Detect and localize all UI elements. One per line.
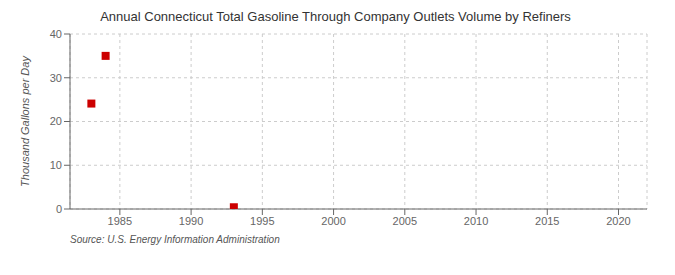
svg-text:20: 20 xyxy=(50,115,62,127)
svg-text:0: 0 xyxy=(56,203,62,215)
svg-text:1985: 1985 xyxy=(108,215,132,227)
svg-text:2005: 2005 xyxy=(393,215,417,227)
html-text:Source: U.S. Energy Informatio: Source: U.S. Energy Information Administ… xyxy=(70,234,280,245)
svg-text:1990: 1990 xyxy=(179,215,203,227)
html-text:Annual Connecticut Total Gasol: Annual Connecticut Total Gasoline Throug… xyxy=(100,9,571,24)
svg-text:1995: 1995 xyxy=(250,215,274,227)
svg-text:Thousand Gallons per Day: Thousand Gallons per Day xyxy=(19,55,31,187)
svg-text:2020: 2020 xyxy=(606,215,630,227)
svg-text:2000: 2000 xyxy=(321,215,345,227)
svg-text:10: 10 xyxy=(50,159,62,171)
svg-text:2010: 2010 xyxy=(464,215,488,227)
svg-text:30: 30 xyxy=(50,72,62,84)
svg-text:2015: 2015 xyxy=(535,215,559,227)
svg-text:40: 40 xyxy=(50,28,62,40)
